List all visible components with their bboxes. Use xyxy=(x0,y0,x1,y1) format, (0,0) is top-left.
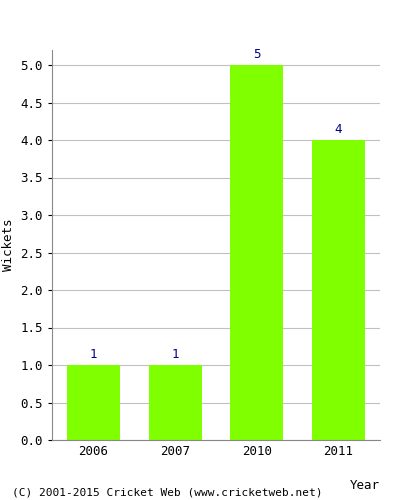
Text: 1: 1 xyxy=(172,348,179,361)
Bar xyxy=(230,65,283,440)
Text: (C) 2001-2015 Cricket Web (www.cricketweb.net): (C) 2001-2015 Cricket Web (www.cricketwe… xyxy=(12,488,322,498)
Text: 1: 1 xyxy=(90,348,97,361)
Text: 4: 4 xyxy=(335,123,342,136)
Text: 5: 5 xyxy=(253,48,260,61)
Text: Year: Year xyxy=(350,479,380,492)
Bar xyxy=(67,365,120,440)
Bar xyxy=(312,140,365,440)
Y-axis label: Wickets: Wickets xyxy=(2,219,15,271)
Bar xyxy=(149,365,202,440)
